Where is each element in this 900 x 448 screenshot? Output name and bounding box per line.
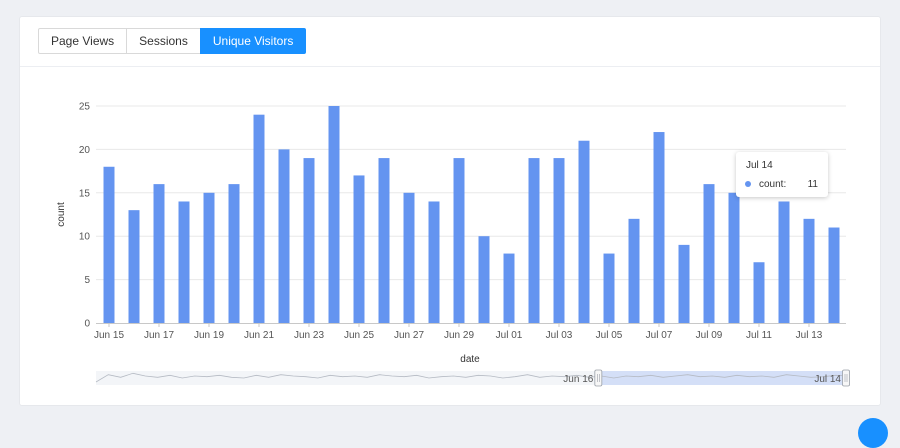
bar[interactable] (203, 192, 215, 323)
x-tick-label: Jul 01 (496, 330, 523, 341)
bar[interactable] (503, 253, 515, 323)
bar[interactable] (703, 184, 715, 323)
bar[interactable] (753, 262, 765, 323)
bar[interactable] (778, 201, 790, 323)
chart-tooltip: Jul 14 count: 11 (736, 152, 828, 197)
x-tick-label: Jun 27 (394, 330, 424, 341)
bar[interactable] (128, 210, 140, 323)
bar[interactable] (553, 158, 565, 323)
x-tick-label: Jun 15 (94, 330, 124, 341)
bar[interactable] (328, 106, 340, 323)
slider-handle-grip[interactable] (594, 369, 603, 387)
tab-unique-visitors[interactable]: Unique Visitors (199, 28, 307, 54)
tooltip-label: count: (759, 179, 787, 190)
x-axis-title: date (460, 354, 480, 365)
bar-chart: 0 5 10 15 20 25 Jun 15 Jun 17 Jun 19 Jun 21 Jun 2… (56, 102, 850, 387)
bar[interactable] (828, 227, 840, 323)
y-tick-label: 10 (79, 232, 91, 243)
x-tick-label: Jul 07 (646, 330, 673, 341)
x-tick-label: Jul 09 (696, 330, 723, 341)
x-tick-label: Jun 17 (144, 330, 174, 341)
bar[interactable] (653, 132, 665, 323)
x-tick-label: Jun 29 (444, 330, 474, 341)
bar[interactable] (478, 236, 490, 323)
tab-bar: Page Views Sessions Unique Visitors (20, 17, 880, 67)
bar[interactable] (253, 114, 265, 324)
slider-handle-right[interactable] (842, 369, 850, 387)
gridlines (96, 105, 846, 281)
y-tick-label: 5 (84, 275, 90, 286)
bar[interactable] (403, 192, 415, 323)
slider-overview-line (95, 372, 849, 383)
bar[interactable] (103, 166, 115, 323)
y-tick-label: 20 (79, 145, 91, 156)
x-tick-label: Jul 05 (596, 330, 623, 341)
slider-handle-grip[interactable] (842, 369, 850, 387)
tooltip-title: Jul 14 (746, 160, 773, 171)
tab-page-views[interactable]: Page Views (38, 28, 128, 54)
y-axis-title: count (56, 202, 67, 227)
bar[interactable] (678, 244, 690, 323)
tooltip-value: 11 (807, 179, 818, 190)
bar[interactable] (428, 201, 440, 323)
bar[interactable] (353, 175, 365, 323)
slider-end-label: Jul 14 (814, 374, 841, 385)
bars[interactable] (103, 106, 840, 324)
bar[interactable] (728, 192, 740, 323)
y-tick-label: 25 (79, 102, 91, 113)
bar[interactable] (603, 253, 615, 323)
bar[interactable] (628, 218, 640, 323)
bar[interactable] (578, 140, 590, 323)
x-tick-label: Jul 13 (796, 330, 823, 341)
bar[interactable] (378, 158, 390, 323)
slider-start-label: Jun 16 (563, 374, 593, 385)
metric-tabs: Page Views Sessions Unique Visitors (38, 28, 307, 54)
bar[interactable] (228, 184, 240, 323)
x-tick-label: Jun 25 (344, 330, 374, 341)
bar[interactable] (303, 158, 315, 323)
y-axis-ticks: 0 5 10 15 20 25 (79, 102, 91, 330)
y-tick-label: 15 (79, 188, 91, 199)
x-tick-label: Jul 03 (546, 330, 573, 341)
bar[interactable] (803, 218, 815, 323)
slider-handle-left[interactable] (594, 369, 603, 387)
tab-sessions[interactable]: Sessions (126, 28, 201, 54)
bar[interactable] (528, 158, 540, 323)
slider-selection[interactable] (598, 371, 848, 385)
x-tick-label: Jun 23 (294, 330, 324, 341)
bar[interactable] (178, 201, 190, 323)
bar[interactable] (278, 149, 290, 323)
x-tick-label: Jun 21 (244, 330, 274, 341)
x-axis-ticks: Jun 15 Jun 17 Jun 19 Jun 21 Jun 23 Jun 25 Jun … (94, 323, 823, 341)
y-tick-label: 0 (84, 319, 90, 330)
x-tick-label: Jun 19 (194, 330, 224, 341)
tooltip-series-dot (745, 181, 751, 187)
bar[interactable] (453, 158, 465, 323)
x-tick-label: Jul 11 (746, 330, 772, 341)
bar[interactable] (153, 184, 165, 323)
range-slider[interactable]: Jun 16 Jul 14 (95, 369, 850, 387)
